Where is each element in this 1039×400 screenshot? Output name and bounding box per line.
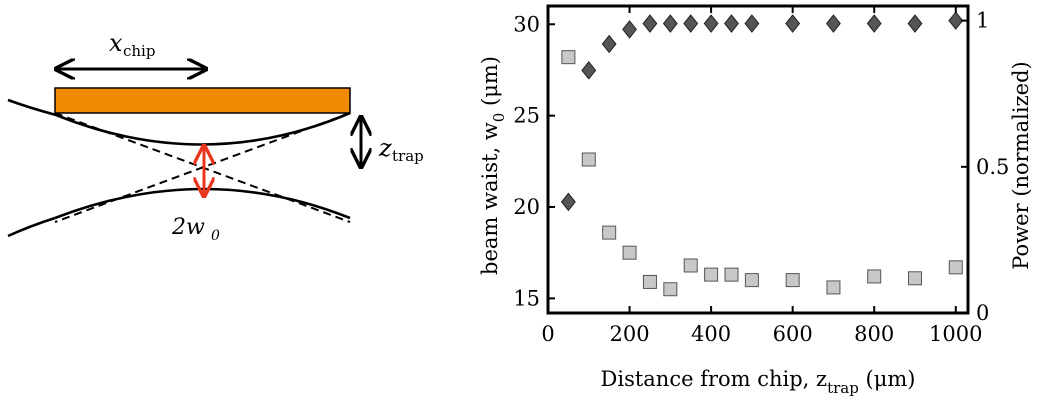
z-trap-label: z trap — [378, 134, 424, 165]
y-axis-left-label: beam waist, w0 (μm) — [478, 56, 508, 275]
y-axis-left-label-main: beam waist, w — [478, 122, 502, 275]
x-tick-label-600: 600 — [773, 322, 813, 346]
x-tick-label-800: 800 — [854, 322, 894, 346]
power-point-13 — [907, 14, 923, 33]
trap-schematic: x chip 2w 0 z trap — [7, 29, 424, 244]
chart: 0 200 400 600 800 1000 15 20 25 30 0 0.5 1 Distance … — [478, 4, 1033, 397]
y-left-tick-label-20: 20 — [513, 195, 540, 219]
x-chip-label: x chip — [109, 29, 155, 60]
y-right-tick-label-0: 0 — [976, 301, 989, 325]
waist-point-12 — [867, 269, 882, 284]
beam-upper-envelope — [7, 98, 351, 146]
z-trap-label-sub: trap — [392, 147, 424, 165]
waist-point-2 — [602, 225, 617, 240]
x-tick-label-0: 0 — [541, 322, 554, 346]
power-point-3 — [622, 20, 637, 39]
y-right-tick-label-2: 1 — [976, 9, 989, 33]
power-point-5 — [662, 14, 678, 33]
waist-point-14 — [948, 260, 963, 275]
waist-point-4 — [642, 274, 657, 289]
y-left-tick-label-25: 25 — [513, 104, 540, 128]
x-chip-label-main: x — [109, 29, 123, 57]
x-tick-label-400: 400 — [691, 322, 731, 346]
y-axis-left-label-unit: (μm) — [478, 56, 502, 113]
y-axis-left-label-sub: 0 — [490, 113, 508, 123]
z-trap-label-main: z — [378, 134, 392, 162]
x-axis-label: Distance from chip, ztrap (μm) — [601, 367, 916, 397]
waist-label: 2w 0 — [171, 215, 220, 244]
waist-label-main: 2w — [171, 215, 205, 240]
power-point-7 — [703, 14, 719, 33]
x-tick-label-200: 200 — [610, 322, 650, 346]
power-point-0 — [560, 192, 576, 212]
power-point-9 — [744, 14, 760, 33]
power-point-1 — [581, 61, 597, 80]
x-chip-label-sub: chip — [123, 42, 155, 60]
waist-point-3 — [622, 245, 637, 260]
x-axis-label-main: Distance from chip, z — [601, 367, 828, 391]
power-point-11 — [825, 14, 841, 33]
waist-point-0 — [561, 50, 576, 65]
power-point-4 — [642, 14, 658, 33]
waist-point-5 — [663, 282, 678, 297]
x-axis-label-sub: trap — [827, 379, 859, 397]
waist-point-9 — [744, 273, 759, 288]
power-point-2 — [601, 34, 617, 54]
power-point-8 — [724, 14, 739, 33]
power-point-14 — [948, 11, 964, 30]
waist-point-11 — [826, 280, 841, 295]
plot-frame — [546, 4, 970, 315]
y-right-tick-label-1: 0.5 — [976, 155, 1009, 179]
data-markers — [560, 11, 964, 297]
chip-block — [54, 87, 351, 114]
x-tick-label-1000: 1000 — [929, 322, 982, 346]
axis-ticks: 0 200 400 600 800 1000 15 20 25 30 0 0.5 1 — [513, 6, 1009, 346]
waist-label-sub: 0 — [211, 228, 220, 244]
y-axis-right-label: Power (normalized) — [1009, 61, 1033, 269]
power-point-10 — [785, 14, 801, 33]
waist-point-1 — [581, 152, 596, 167]
x-axis-label-unit: (μm) — [859, 367, 916, 391]
power-point-6 — [683, 14, 699, 33]
waist-point-7 — [704, 267, 719, 282]
power-point-12 — [866, 14, 882, 33]
y-left-tick-label-30: 30 — [513, 12, 540, 36]
waist-point-8 — [724, 267, 739, 282]
waist-point-6 — [683, 258, 698, 273]
waist-point-10 — [785, 273, 800, 288]
beam-lower-tail — [7, 216, 56, 238]
y-left-tick-label-15: 15 — [513, 286, 540, 310]
waist-point-13 — [907, 271, 922, 286]
